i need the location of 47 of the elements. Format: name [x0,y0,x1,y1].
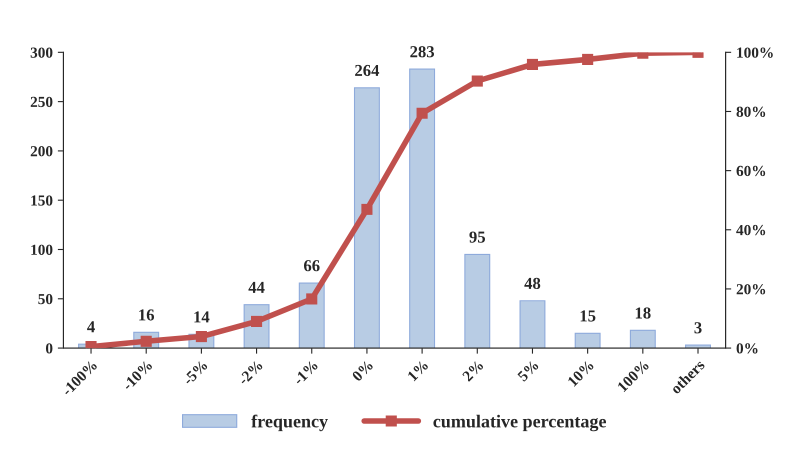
data-label: 95 [469,232,486,243]
y2-tick-label: 20% [736,284,766,294]
y2-tick-label: 40% [736,224,766,236]
data-label: 14 [194,311,210,322]
x-tick-label: -2% [237,360,264,386]
point [416,108,428,119]
y-tick-label: 300 [30,47,52,58]
x-tick-label: -1% [292,360,318,386]
x-tick-label: 10% [567,360,594,387]
y-tick-label: 50 [38,294,52,304]
bar [409,68,436,348]
y2-tick-label: 80% [736,106,766,117]
y2-tick-label: 60% [736,166,766,176]
y-tick-label: 0 [46,343,52,354]
x-tick-label: 0% [351,360,374,382]
y-tick-label: 100 [31,244,52,255]
data-label: 16 [139,309,154,321]
data-label: 18 [636,307,651,319]
x-tick-label: 2% [462,360,484,382]
bar [464,254,490,348]
bar [519,300,546,348]
x-tick-label: -5% [182,360,208,386]
data-label: 66 [304,260,320,272]
point [526,58,538,70]
data-label: 15 [580,310,596,322]
point [306,293,318,305]
data-label: 283 [410,46,434,58]
point [361,204,372,215]
y-tick-label: 250 [30,96,52,108]
y2-tick-label: 0% [736,343,758,354]
bar [630,330,656,348]
legend-label: frequency [251,414,328,432]
y-tick-label: 150 [31,195,52,206]
x-tick-label: 1% [407,360,429,382]
bar [354,87,380,348]
data-label: 3 [694,322,702,334]
data-label: 48 [524,278,540,290]
data-label: 264 [355,64,380,76]
point [472,75,483,87]
y2-tick-label: 100% [737,47,773,58]
point [582,54,594,65]
legend-label: cumulative percentage [433,414,606,432]
bar [574,332,601,348]
y-tick-label: 200 [30,146,52,156]
data-label: 4 [87,321,95,332]
x-tick-label: 5% [517,360,540,382]
data-label: 44 [248,282,265,293]
